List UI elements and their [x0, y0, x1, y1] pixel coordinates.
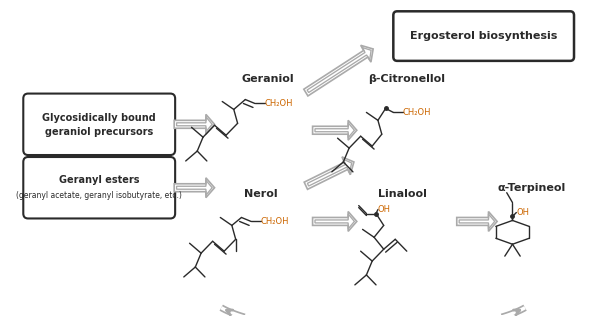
Text: OH: OH [516, 208, 529, 217]
Text: α-Terpineol: α-Terpineol [498, 183, 566, 193]
Text: Geranyl esters: Geranyl esters [59, 175, 140, 185]
Text: OH: OH [378, 205, 391, 214]
Text: CH₂OH: CH₂OH [403, 108, 431, 117]
Polygon shape [312, 120, 357, 140]
Polygon shape [457, 211, 497, 231]
Polygon shape [174, 178, 215, 198]
Polygon shape [304, 45, 373, 96]
Text: (geranyl acetate, geranyl isobutyrate, etc.): (geranyl acetate, geranyl isobutyrate, e… [16, 191, 182, 200]
Text: Glycosidically bound: Glycosidically bound [42, 113, 156, 123]
Text: Geraniol: Geraniol [241, 74, 294, 84]
FancyBboxPatch shape [393, 11, 574, 61]
Polygon shape [304, 157, 354, 189]
Text: Ergosterol biosynthesis: Ergosterol biosynthesis [410, 31, 558, 41]
Polygon shape [312, 211, 357, 231]
Text: geraniol precursors: geraniol precursors [45, 127, 153, 137]
Text: Linalool: Linalool [378, 189, 426, 199]
FancyBboxPatch shape [23, 157, 175, 218]
Polygon shape [174, 114, 215, 134]
Text: CH₂OH: CH₂OH [260, 217, 289, 226]
Text: Nerol: Nerol [244, 189, 278, 199]
Text: CH₂OH: CH₂OH [265, 99, 293, 108]
Text: β-Citronellol: β-Citronellol [368, 74, 445, 84]
FancyBboxPatch shape [23, 94, 175, 155]
